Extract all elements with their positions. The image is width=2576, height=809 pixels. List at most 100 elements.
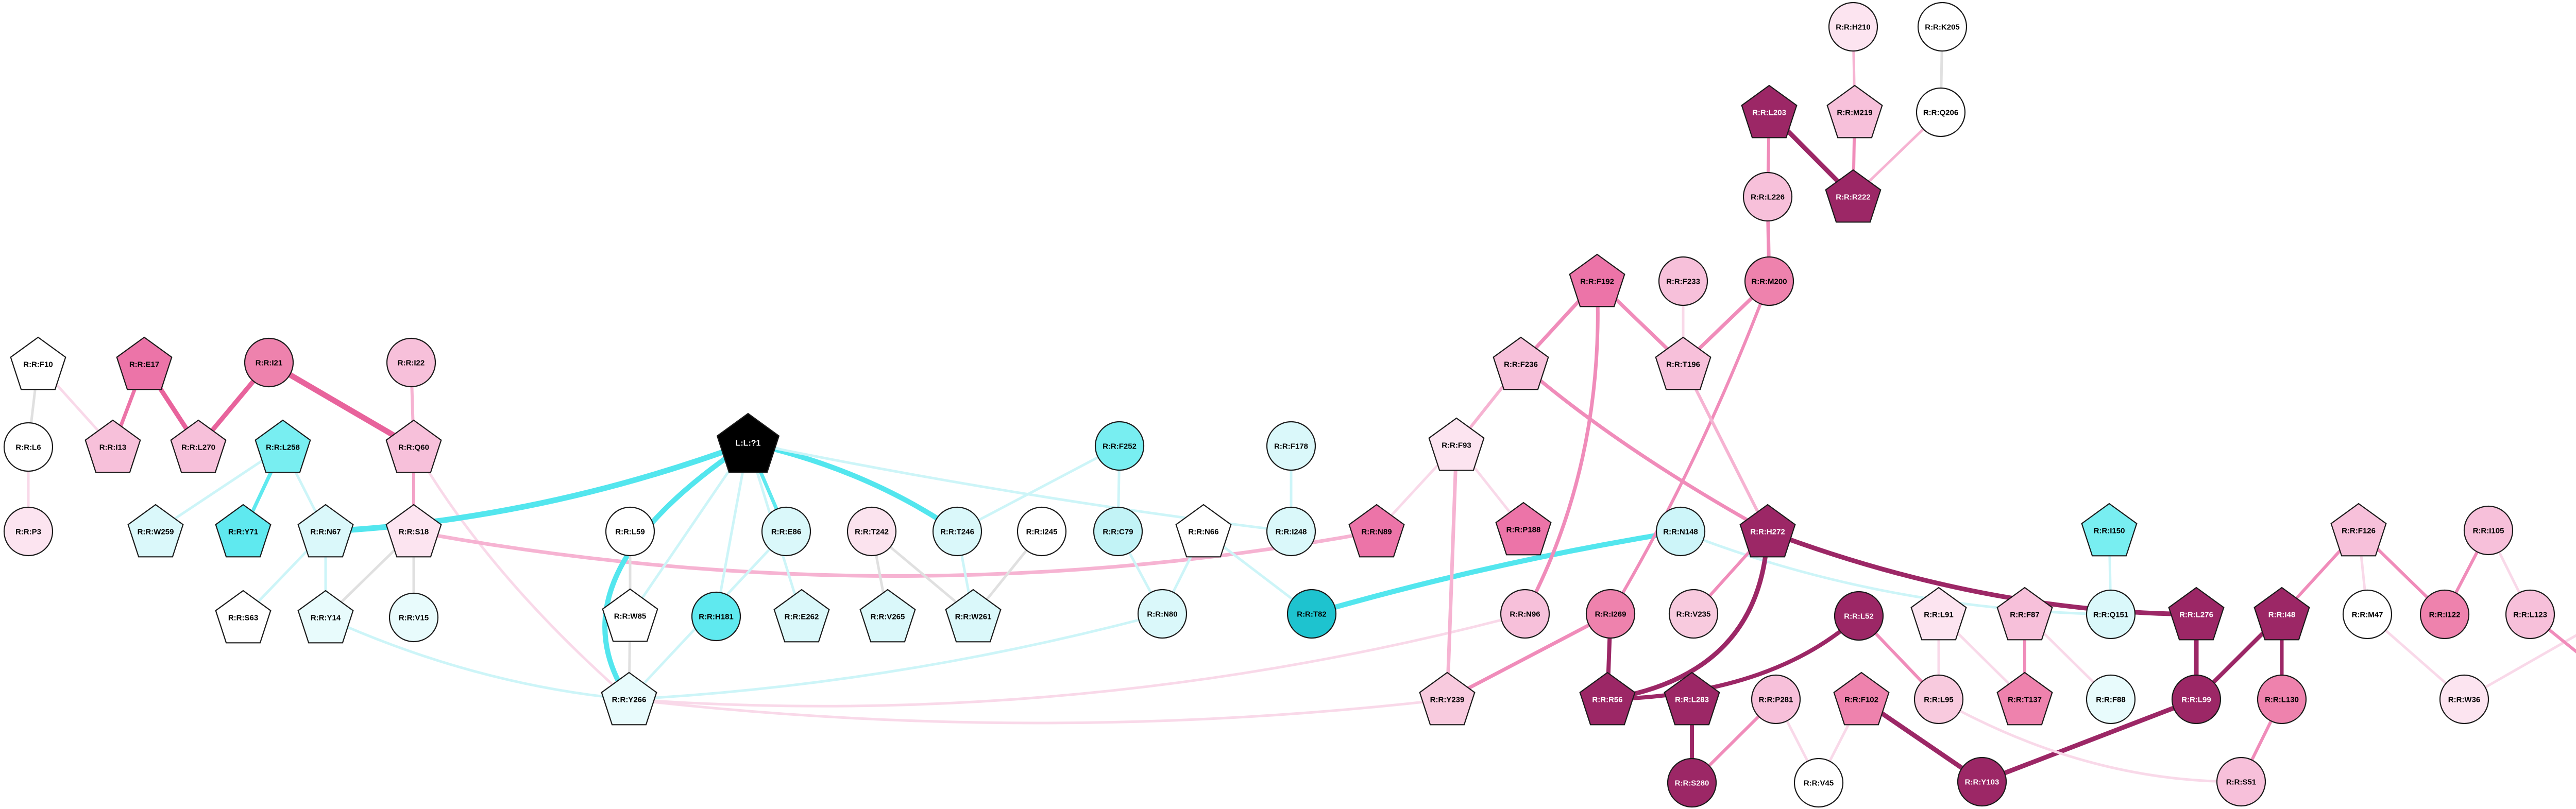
node-F252[interactable]: R:R:F252: [1094, 421, 1145, 471]
pentagon-node-shape[interactable]: [1910, 587, 1967, 641]
circle-node-shape[interactable]: [3, 422, 54, 472]
circle-node-shape[interactable]: [1834, 591, 1884, 641]
node-I22[interactable]: R:R:I22: [386, 337, 436, 388]
edge-T196-H272[interactable]: [1682, 363, 1769, 533]
pentagon-node-shape[interactable]: [859, 589, 916, 643]
pentagon-node-shape[interactable]: [1495, 502, 1552, 556]
pentagon-node-shape[interactable]: [602, 588, 658, 642]
circle-node-shape[interactable]: [691, 591, 741, 642]
node-V235[interactable]: R:R:V235: [1668, 589, 1719, 639]
pentagon-node-shape[interactable]: [84, 419, 141, 473]
circle-node-shape[interactable]: [388, 592, 439, 643]
circle-node-shape[interactable]: [1137, 589, 1188, 639]
node-W259[interactable]: R:R:W259: [127, 504, 184, 558]
node-I248[interactable]: R:R:I248: [1266, 506, 1316, 557]
node-I13[interactable]: R:R:I13: [84, 419, 141, 473]
pentagon-node-shape[interactable]: [1996, 672, 2053, 726]
edge-Y103-L99[interactable]: [1979, 697, 2199, 784]
node-F88[interactable]: R:R:F88: [2086, 674, 2136, 725]
node-S280[interactable]: R:R:S280: [1667, 758, 1717, 808]
pentagon-node-shape[interactable]: [215, 504, 272, 558]
edge-F192-N96[interactable]: [1523, 279, 1600, 616]
circle-node-shape[interactable]: [2216, 756, 2266, 807]
circle-node-shape[interactable]: [761, 506, 811, 557]
edge-H272-R56[interactable]: [1605, 529, 1770, 702]
node-F102[interactable]: R:R:F102: [1833, 672, 1890, 726]
node-F178[interactable]: R:R:F178: [1266, 421, 1316, 471]
circle-node-shape[interactable]: [1828, 2, 1878, 52]
circle-node-shape[interactable]: [846, 506, 897, 557]
pentagon-node-shape[interactable]: [1741, 84, 1798, 139]
circle-node-shape[interactable]: [2257, 674, 2307, 725]
circle-node-shape[interactable]: [2342, 589, 2393, 640]
node-F233[interactable]: R:R:F233: [1658, 256, 1708, 306]
circle-node-shape[interactable]: [1742, 171, 1793, 222]
pentagon-node-shape[interactable]: [215, 590, 272, 644]
edge-S18-N89[interactable]: [412, 529, 1379, 578]
edge-LL1-Y266[interactable]: [602, 440, 751, 702]
circle-node-shape[interactable]: [2505, 589, 2555, 640]
node-L99[interactable]: R:R:L99: [2171, 674, 2222, 725]
edge-L52-R56[interactable]: [1605, 614, 1861, 701]
node-T242[interactable]: R:R:T242: [846, 506, 897, 557]
node-L258[interactable]: R:R:L258: [255, 419, 311, 473]
pentagon-node-shape[interactable]: [116, 336, 173, 390]
edge-F252-T246[interactable]: [956, 444, 1121, 533]
circle-node-shape[interactable]: [2439, 674, 2489, 725]
node-H272[interactable]: R:R:H272: [1739, 504, 1796, 558]
circle-node-shape[interactable]: [3, 506, 54, 557]
node-V45[interactable]: R:R:V45: [1793, 758, 1844, 808]
circle-node-shape[interactable]: [1751, 674, 1801, 725]
node-C79[interactable]: R:R:C79: [1093, 506, 1143, 557]
node-L226[interactable]: R:R:L226: [1742, 171, 1793, 222]
pentagon-node-shape[interactable]: [1348, 504, 1405, 558]
circle-node-shape[interactable]: [932, 506, 982, 557]
node-I245[interactable]: R:R:I245: [1016, 506, 1067, 557]
circle-node-shape[interactable]: [1957, 756, 2007, 807]
edge-F236-H272[interactable]: [1519, 362, 1770, 533]
node-L203[interactable]: R:R:L203: [1741, 84, 1798, 139]
node-E262[interactable]: R:R:E262: [773, 589, 830, 643]
pentagon-node-shape[interactable]: [10, 336, 66, 390]
pentagon-node-shape[interactable]: [385, 419, 442, 473]
circle-node-shape[interactable]: [1500, 589, 1550, 639]
edge-Q60-Y266[interactable]: [412, 445, 631, 701]
node-N80[interactable]: R:R:N80: [1137, 589, 1188, 639]
pentagon-node-shape[interactable]: [1569, 253, 1625, 307]
pentagon-node-shape[interactable]: [297, 590, 354, 644]
circle-node-shape[interactable]: [1668, 589, 1719, 639]
pentagon-node-shape[interactable]: [2168, 587, 2225, 641]
circle-node-shape[interactable]: [1286, 589, 1337, 639]
edge-L42-W36[interactable]: [2463, 614, 2576, 701]
pentagon-node-shape[interactable]: [2253, 587, 2310, 641]
node-Q206[interactable]: R:R:Q206: [1916, 87, 1966, 137]
node-M219[interactable]: R:R:M219: [1826, 84, 1883, 139]
node-I269[interactable]: R:R:I269: [1585, 589, 1636, 639]
node-L130[interactable]: R:R:L130: [2257, 674, 2307, 725]
node-L123[interactable]: R:R:L123: [2505, 589, 2555, 640]
pentagon-node-shape[interactable]: [385, 504, 442, 558]
pentagon-node-shape[interactable]: [1655, 336, 1711, 390]
pentagon-node-shape[interactable]: [1419, 672, 1476, 726]
node-N66[interactable]: R:R:N66: [1175, 504, 1232, 558]
circle-node-shape[interactable]: [1585, 589, 1636, 639]
node-P3[interactable]: R:R:P3: [3, 506, 54, 557]
circle-node-shape[interactable]: [1667, 758, 1717, 808]
node-L6[interactable]: R:R:L6: [3, 422, 54, 472]
pentagon-node-shape[interactable]: [2081, 503, 2138, 557]
circle-node-shape[interactable]: [1266, 421, 1316, 471]
edge-LL1-T246[interactable]: [745, 440, 960, 534]
pentagon-node-shape[interactable]: [601, 672, 657, 726]
node-N67[interactable]: R:R:N67: [297, 504, 354, 558]
node-I21[interactable]: R:R:I21: [244, 337, 294, 388]
edge-Y266-N96[interactable]: [628, 612, 1527, 708]
node-LL1[interactable]: L:L:?1: [716, 412, 780, 473]
edge-L95-S51[interactable]: [1937, 698, 2243, 783]
pentagon-node-shape[interactable]: [255, 419, 311, 473]
circle-node-shape[interactable]: [1744, 256, 1794, 306]
node-H210[interactable]: R:R:H210: [1828, 2, 1878, 52]
node-I122[interactable]: R:R:I122: [2419, 589, 2470, 640]
node-W261[interactable]: R:R:W261: [945, 589, 1002, 643]
pentagon-node-shape[interactable]: [1825, 169, 1882, 223]
